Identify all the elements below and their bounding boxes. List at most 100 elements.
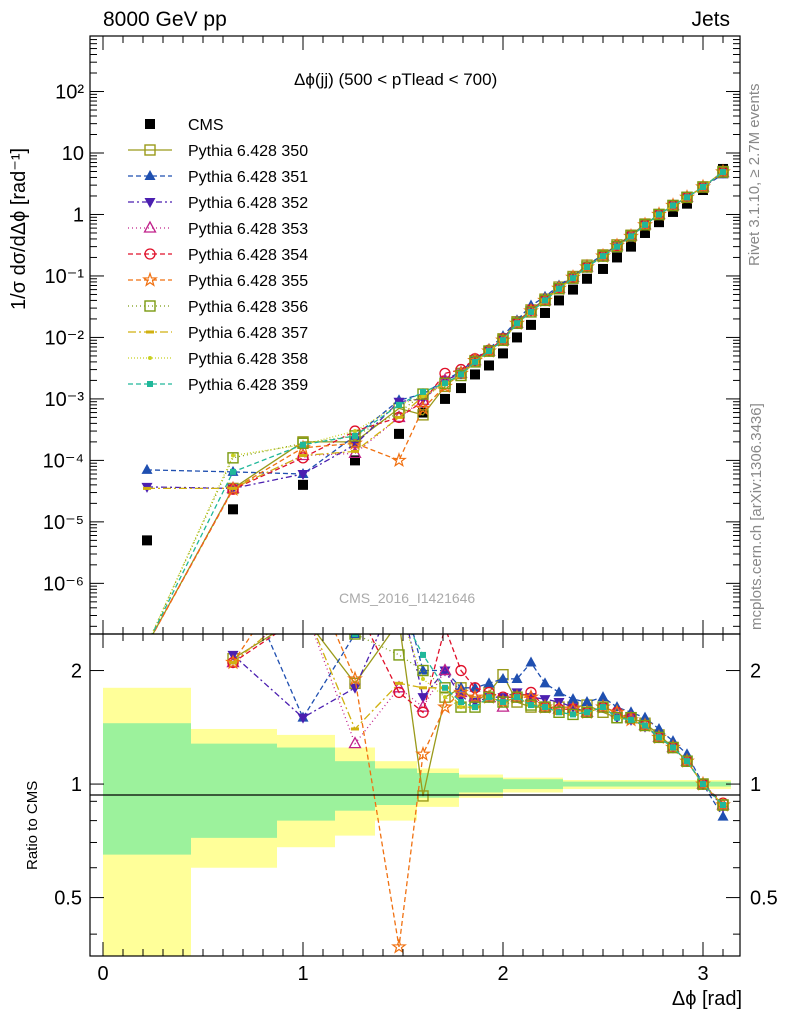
main-point-0-21 [654, 217, 664, 228]
main-point-0-3 [350, 455, 360, 466]
ratio-y-tick-label-right: 1 [750, 774, 761, 796]
ratio-point-6-24 [717, 799, 729, 811]
main-point-0-11 [512, 332, 522, 343]
ratio-point-5-0 [225, 654, 241, 670]
mcplots-note: mcplots.cern.ch [arXiv:1306.3436] [748, 403, 765, 630]
main-point-0-13 [540, 307, 550, 318]
ratio-point-2-4 [417, 693, 429, 704]
main-point-7-11 [511, 317, 523, 329]
ratio-point-5-1 [297, 551, 309, 563]
legend-label-8: Pythia 6.428 357 [188, 325, 308, 342]
x-tick-label: 2 [497, 963, 508, 985]
ratio-point-5-6 [453, 684, 469, 700]
plot-title: Δϕ(jj) (500 < pTlead < 700) [294, 70, 498, 89]
main-point-0-17 [598, 263, 608, 274]
legend: CMS Pythia 6.428 350 Pythia 6.428 351 Pythi… [128, 117, 308, 394]
ratio-point-9-17 [614, 714, 620, 721]
ratio-point-1-15 [581, 696, 593, 707]
ratio-point-9-23 [700, 781, 706, 788]
ratio-y-tick-label: 1 [71, 774, 82, 796]
main-point-7-25 [717, 166, 729, 178]
x-axis-label: Δϕ [rad] [671, 988, 742, 1010]
main-point-0-7 [456, 383, 466, 394]
main-point-10-14 [556, 285, 562, 292]
ratio-point-6-17 [611, 711, 623, 724]
main-point-0-5 [418, 407, 428, 418]
main-point-7-13 [539, 294, 551, 307]
ratio-point-1-20 [653, 722, 665, 733]
ratio-point-9-16 [600, 704, 606, 711]
legend-entry-6: Pythia 6.428 355 [128, 271, 308, 290]
main-point-0-22 [668, 206, 678, 217]
ratio-point-6-8 [483, 691, 495, 703]
main-point-8-4 [395, 415, 403, 419]
legend-marker-8 [146, 330, 154, 334]
main-point-10-12 [528, 308, 534, 315]
ratio-point-6-3 [393, 649, 405, 661]
ratio-point-8-3 [397, 608, 401, 612]
legend-marker-3 [144, 198, 156, 208]
main-y-tick-label: 10⁻¹ [45, 266, 85, 288]
ratio-point-6-22 [681, 755, 693, 767]
green-band-2 [277, 747, 335, 821]
ratio-point-9-19 [642, 722, 648, 729]
ratio-point-9-24 [720, 802, 726, 809]
ratio-point-9-9 [500, 699, 506, 706]
ratio-point-9-21 [670, 744, 676, 751]
ratio-point-8-4 [421, 676, 425, 681]
ratio-point-9-2 [352, 634, 358, 637]
ratio-point-5-2 [347, 670, 363, 686]
main-point-10-20 [642, 221, 648, 228]
legend-entry-7: Pythia 6.428 356 [128, 299, 308, 316]
legend-entry-10: Pythia 6.428 359 [128, 377, 308, 394]
main-point-0-2 [298, 479, 308, 490]
main-y-tick-label: 10⁻² [45, 327, 85, 349]
ratio-point-9-1 [300, 535, 306, 541]
ratio-point-1-10 [511, 672, 523, 683]
legend-label-4: Pythia 6.428 353 [188, 221, 308, 238]
legend-marker-9 [148, 356, 152, 360]
ratio-point-9-10 [514, 694, 520, 701]
ratio-point-1-14 [567, 693, 579, 704]
legend-label-7: Pythia 6.428 356 [188, 299, 308, 316]
main-point-0-9 [484, 360, 494, 371]
legend-entry-8: Pythia 6.428 357 [128, 325, 308, 342]
main-series-1 [152, 165, 729, 634]
ratio-series-6 [349, 634, 729, 811]
ratio-point-9-22 [684, 758, 690, 765]
main-point-7-7 [455, 369, 467, 382]
ratio-point-6-14 [567, 708, 579, 721]
ratio-point-9-14 [570, 711, 576, 718]
main-point-10-16 [584, 263, 590, 270]
main-point-10-1 [230, 468, 236, 475]
main-point-10-4 [396, 401, 402, 408]
legend-entry-4: Pythia 6.428 353 [128, 220, 308, 238]
main-line-6 [152, 171, 724, 634]
main-point-9-0 [145, 643, 149, 647]
legend-label-1: Pythia 6.428 350 [188, 143, 308, 160]
ratio-point-7-3 [395, 681, 403, 685]
ratio-point-8-1 [301, 536, 305, 540]
axis-ticks: 10⁻⁶ 10⁻⁵ 10⁻⁴ 10⁻³ 10⁻² 10⁻¹ 1 10 10² 0 1 2 3 0.5 0.5… [43, 35, 778, 985]
main-point-0-12 [526, 319, 536, 330]
ratio-point-4-4 [417, 706, 429, 718]
main-point-10-19 [628, 233, 634, 240]
ratio-point-0-1 [298, 610, 308, 620]
main-point-8-0 [143, 486, 151, 490]
ratio-point-3-5 [438, 663, 452, 676]
ratio-point-7-2 [351, 727, 359, 731]
ratio-uncertainty-bands [103, 687, 731, 956]
ratio-y-tick-label: 0.5 [54, 888, 82, 910]
main-point-7-24 [697, 181, 709, 193]
ratio-point-1-19 [639, 711, 651, 722]
ratio-point-7-0 [229, 661, 237, 665]
main-point-10-10 [500, 337, 506, 344]
green-band-4 [375, 768, 417, 806]
legend-marker-1 [144, 144, 156, 156]
main-point-0-18 [612, 252, 622, 263]
main-series-5 [152, 166, 729, 634]
main-line-7 [151, 171, 724, 634]
main-series-10 [151, 169, 726, 634]
ratio-y-tick-label-right: 2 [750, 661, 761, 683]
main-point-0-15 [568, 284, 578, 295]
